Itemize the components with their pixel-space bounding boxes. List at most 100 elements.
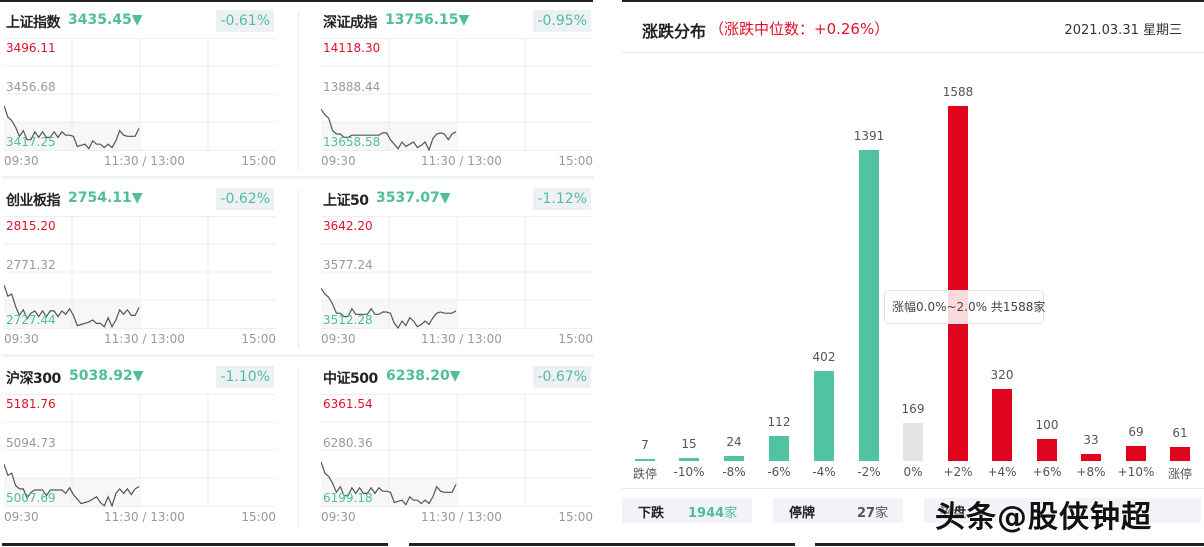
intraday-chart[interactable]: 5181.76 5094.73 5007.69 bbox=[3, 394, 276, 508]
bar-10[interactable] bbox=[1081, 454, 1101, 461]
bar-4[interactable] bbox=[814, 371, 834, 461]
index-price: 6238.20▼ bbox=[386, 368, 461, 384]
y-low-label: 6199.18 bbox=[323, 491, 373, 505]
index-name[interactable]: 深证成指 bbox=[323, 15, 378, 31]
index-price: 3435.45▼ bbox=[68, 12, 143, 28]
index-panel-2[interactable]: 创业板指 2754.11▼ -0.62% 2815.20 2771.32 272… bbox=[3, 178, 276, 354]
y-mid-label: 3577.24 bbox=[323, 258, 373, 272]
index-header: 沪深300 5038.92▼ -1.10% bbox=[4, 366, 276, 390]
median-change-label: （涨跌中位数：+0.26%） bbox=[709, 20, 890, 38]
index-header: 中证500 6238.20▼ -0.67% bbox=[321, 366, 593, 390]
price-line bbox=[3, 284, 140, 329]
index-panel-0[interactable]: 上证指数 3435.45▼ -0.61% 3496.11 3456.68 341… bbox=[3, 0, 276, 176]
bar-6[interactable] bbox=[903, 423, 923, 461]
intraday-chart[interactable]: 3496.11 3456.68 3417.25 bbox=[3, 38, 276, 151]
time-mid-label: 11:30 / 13:00 bbox=[421, 332, 502, 346]
intraday-chart-svg bbox=[3, 38, 276, 151]
stat-down: 下跌 1944家 bbox=[622, 498, 752, 523]
stat-suspended: 停牌 27家 bbox=[773, 498, 903, 523]
index-change-badge: -1.10% bbox=[216, 366, 274, 388]
index-header: 创业板指 2754.11▼ -0.62% bbox=[4, 188, 276, 212]
index-name[interactable]: 中证500 bbox=[323, 371, 378, 387]
index-name[interactable]: 沪深300 bbox=[6, 371, 61, 387]
time-start-label: 09:30 bbox=[4, 154, 39, 168]
price-line bbox=[320, 108, 457, 152]
bar-value-label: 1391 bbox=[853, 129, 885, 143]
bar-9[interactable] bbox=[1037, 439, 1057, 461]
bar-12[interactable] bbox=[1170, 447, 1190, 461]
y-mid-label: 13888.44 bbox=[323, 80, 381, 94]
y-high-label: 6361.54 bbox=[323, 397, 373, 411]
column-divider bbox=[298, 368, 299, 526]
bar-0[interactable] bbox=[635, 459, 655, 461]
bar-category-label: +6% bbox=[1032, 465, 1062, 479]
index-panel-5[interactable]: 中证500 6238.20▼ -0.67% 6361.54 6280.36 61… bbox=[320, 356, 593, 532]
bar-category-label: 跌停 bbox=[632, 467, 657, 481]
column-divider bbox=[298, 190, 299, 348]
distribution-panel: 涨跌分布 （涨跌中位数：+0.26%） 2021.03.31 星期三 7 跌停 15… bbox=[622, 0, 1204, 540]
bar-7[interactable] bbox=[948, 106, 968, 461]
intraday-chart-svg bbox=[320, 216, 593, 329]
index-price: 5038.92▼ bbox=[69, 368, 144, 384]
top-border-left bbox=[0, 0, 593, 2]
stat-up bbox=[1075, 498, 1201, 523]
row-separator bbox=[2, 354, 594, 357]
price-line bbox=[320, 287, 457, 329]
y-low-label: 5007.69 bbox=[6, 491, 56, 505]
index-name[interactable]: 上证指数 bbox=[6, 15, 61, 31]
time-start-label: 09:30 bbox=[321, 332, 356, 346]
intraday-chart[interactable]: 6361.54 6280.36 6199.18 bbox=[320, 394, 593, 507]
stat-value: 27家 bbox=[857, 506, 889, 521]
intraday-chart[interactable]: 3642.20 3577.24 3512.28 bbox=[320, 216, 593, 329]
index-header: 上证指数 3435.45▼ -0.61% bbox=[4, 10, 276, 34]
y-high-label: 2815.20 bbox=[6, 219, 56, 233]
index-change-badge: -0.61% bbox=[216, 10, 274, 32]
bar-1[interactable] bbox=[679, 458, 699, 461]
time-start-label: 09:30 bbox=[321, 154, 356, 168]
distribution-title: 涨跌分布 bbox=[642, 22, 707, 41]
price-line bbox=[3, 105, 140, 150]
bar-category-label: +8% bbox=[1076, 465, 1106, 479]
time-mid-label: 11:30 / 13:00 bbox=[421, 510, 502, 524]
intraday-chart[interactable]: 14118.30 13888.44 13658.58 bbox=[320, 38, 593, 152]
stat-label: 停牌 bbox=[789, 506, 816, 521]
y-high-label: 14118.30 bbox=[323, 41, 381, 55]
index-change-badge: -0.67% bbox=[533, 366, 591, 388]
bar-11[interactable] bbox=[1126, 446, 1146, 461]
row-separator bbox=[2, 176, 594, 179]
index-change-badge: -0.62% bbox=[216, 188, 274, 210]
index-name[interactable]: 上证50 bbox=[323, 193, 369, 209]
bar-3[interactable] bbox=[769, 436, 789, 461]
bar-2[interactable] bbox=[724, 456, 744, 461]
time-mid-label: 11:30 / 13:00 bbox=[421, 154, 502, 168]
index-price: 3537.07▼ bbox=[376, 190, 451, 206]
top-border-right bbox=[622, 0, 1204, 2]
index-name[interactable]: 创业板指 bbox=[6, 193, 61, 209]
time-mid-label: 11:30 / 13:00 bbox=[104, 154, 185, 168]
stat-value: 1944家 bbox=[688, 506, 738, 521]
index-header: 深证成指 13756.15▼ -0.95% bbox=[321, 10, 593, 34]
y-low-label: 3417.25 bbox=[6, 135, 56, 149]
bar-category-label: 涨停 bbox=[1167, 467, 1192, 481]
bar-category-label: +2% bbox=[943, 465, 973, 479]
bar-value-label: 69 bbox=[1128, 425, 1144, 439]
stat-flat: 平盘 bbox=[924, 498, 1054, 523]
bar-value-label: 1588 bbox=[942, 85, 974, 99]
header-divider bbox=[622, 52, 1204, 53]
bar-category-label: -8% bbox=[722, 465, 746, 479]
index-panel-1[interactable]: 深证成指 13756.15▼ -0.95% 14118.30 13888.44 … bbox=[320, 0, 593, 176]
y-mid-label: 5094.73 bbox=[6, 436, 56, 450]
bar-value-label: 7 bbox=[641, 438, 649, 452]
intraday-chart[interactable]: 2815.20 2771.32 2727.44 bbox=[3, 216, 276, 329]
bottom-border bbox=[409, 543, 795, 546]
index-price: 2754.11▼ bbox=[68, 190, 143, 206]
index-panel-3[interactable]: 上证50 3537.07▼ -1.12% 3642.20 3577.24 351… bbox=[320, 178, 593, 354]
time-end-label: 15:00 bbox=[558, 332, 593, 346]
bar-5[interactable] bbox=[859, 150, 879, 461]
bottom-border bbox=[2, 543, 388, 546]
bar-value-label: 100 bbox=[1035, 418, 1059, 432]
bottom-border bbox=[815, 543, 1204, 546]
index-panel-4[interactable]: 沪深300 5038.92▼ -1.10% 5181.76 5094.73 50… bbox=[3, 356, 276, 532]
bar-value-label: 33 bbox=[1083, 433, 1099, 447]
bar-8[interactable] bbox=[992, 389, 1012, 461]
